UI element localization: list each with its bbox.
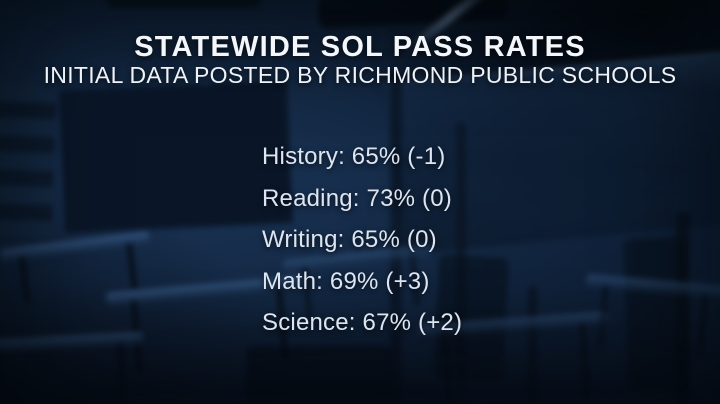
classroom-window — [59, 81, 293, 233]
floor-shadow — [0, 266, 720, 404]
pass-rate-list: History: 65% (-1) Reading: 73% (0) Writi… — [262, 136, 462, 344]
graphic-header: STATEWIDE SOL PASS RATES INITIAL DATA PO… — [0, 31, 720, 87]
ceiling-shadow — [317, 0, 509, 29]
ceiling-shadow — [106, 0, 261, 8]
list-item-history: History: 65% (-1) — [262, 143, 446, 170]
page-title: STATEWIDE SOL PASS RATES — [134, 31, 586, 63]
page-subtitle: INITIAL DATA POSTED BY RICHMOND PUBLIC S… — [43, 62, 677, 88]
list-item-writing: Writing: 65% (0) — [262, 226, 437, 253]
list-item-math: Math: 69% (+3) — [262, 267, 430, 295]
list-item-reading: Reading: 73% (0) — [262, 184, 452, 212]
list-item-science: Science: 67% (+2) — [262, 309, 463, 336]
bookshelf-silhouette — [0, 82, 57, 241]
